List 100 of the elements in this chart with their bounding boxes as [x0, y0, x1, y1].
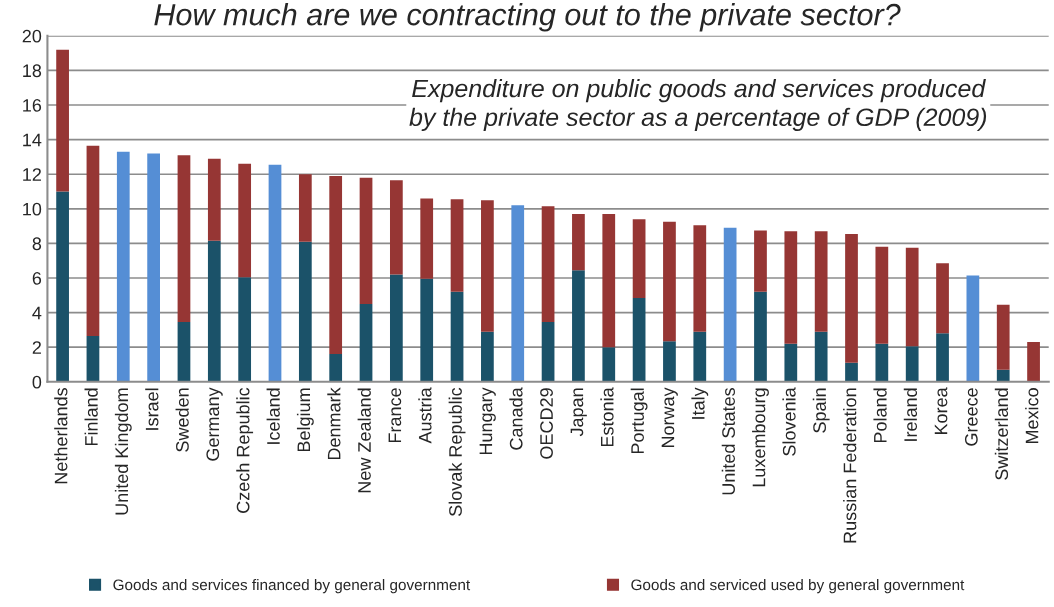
bar: [784, 343, 798, 382]
y-tick-label: 12: [23, 168, 41, 181]
x-tick-label: Ireland: [903, 388, 918, 441]
x-tick-label: Greece: [964, 388, 978, 446]
bar: [86, 145, 100, 336]
bar: [238, 277, 252, 382]
x-tick-label: Czech Republic: [236, 387, 254, 513]
bar: [723, 227, 737, 382]
bar: [663, 221, 676, 342]
bar: [238, 163, 252, 278]
bar: [390, 180, 403, 275]
bar: [693, 225, 707, 332]
bar: [936, 263, 949, 334]
bar: [207, 240, 221, 382]
bar: [390, 274, 403, 382]
bar: [814, 331, 828, 382]
bar: [420, 198, 434, 279]
bar: [511, 205, 525, 382]
y-tick-label: 2: [32, 341, 41, 354]
bar: [420, 278, 434, 382]
y-tick-label: 0: [32, 375, 42, 389]
bar: [298, 241, 312, 382]
bar: [602, 214, 616, 348]
bar: [663, 341, 676, 382]
bar: [541, 206, 555, 323]
x-tick-label: United Kingdom: [114, 388, 132, 515]
bar: [632, 297, 646, 382]
bar: [56, 49, 69, 192]
x-tick-label: Poland: [873, 388, 887, 443]
x-tick-label: Canada: [509, 387, 523, 450]
bar: [147, 153, 160, 382]
chart-title: How much are we contracting out to the private sector?: [154, 3, 901, 32]
bar: [996, 304, 1010, 370]
x-tick-label: Norway: [661, 387, 678, 448]
y-tick-label: 20: [22, 29, 42, 43]
bar: [541, 322, 555, 382]
x-tick-label: Japan: [570, 388, 587, 437]
x-tick-label: Portugal: [630, 388, 648, 454]
bar: [450, 199, 464, 292]
bar: [572, 270, 585, 382]
x-tick-label: Slovenia: [782, 387, 796, 456]
y-tick-label: 6: [32, 271, 42, 285]
x-tick-label: Russian Federation: [843, 388, 857, 543]
bar: [298, 174, 312, 242]
bar: [177, 322, 191, 382]
bar: [905, 247, 919, 347]
bar: [481, 331, 494, 382]
x-tick-label: Switzerland: [994, 388, 1009, 480]
bar: [754, 291, 767, 382]
x-tick-label: Iceland: [266, 388, 280, 444]
bar: [359, 303, 373, 382]
bar: [875, 246, 889, 344]
bar: [845, 233, 858, 363]
bar: [784, 231, 798, 344]
bar: [693, 331, 707, 382]
annotation: Expenditure on public goods and services produced by the private sector as a percentage of GDP (2009): [409, 78, 987, 132]
x-tick-label: Denmark: [327, 387, 341, 460]
x-tick-label: Korea: [934, 387, 948, 435]
x-tick-label: Slovak Republic: [448, 387, 466, 516]
bar: [268, 164, 282, 382]
bar: [936, 333, 949, 382]
bar: [632, 219, 646, 298]
bar: [329, 354, 343, 382]
y-tick-label: 14: [23, 133, 42, 147]
x-tick-label: Mexico: [1025, 388, 1039, 444]
bar: [845, 362, 858, 382]
bar: [966, 275, 980, 382]
bar: [905, 346, 919, 382]
bar: [1027, 342, 1040, 382]
bar: [875, 343, 889, 382]
legend-label: Goods and serviced used by general government: [631, 579, 965, 594]
x-tick-label: Israel: [145, 388, 159, 430]
x-tick-label: New Zealand: [357, 388, 371, 493]
bar: [329, 175, 343, 355]
bar: [56, 191, 69, 382]
x-tick-label: OECD29: [540, 388, 553, 459]
y-tick-label: 16: [23, 98, 42, 112]
bar: [481, 200, 494, 332]
y-tick-label: 4: [32, 306, 42, 320]
y-tick-label: 10: [23, 202, 42, 216]
bar: [572, 214, 585, 271]
x-tick-label: Hungary: [479, 387, 496, 455]
x-tick-label: Estonia: [600, 387, 614, 447]
x-tick-label: United States: [721, 388, 735, 495]
bar: [996, 369, 1010, 382]
bar: [86, 335, 100, 382]
x-tick-label: Italy: [691, 387, 709, 419]
y-tick-label: 18: [23, 64, 42, 78]
y-tick-label: 8: [32, 237, 42, 251]
x-tick-label: France: [388, 388, 402, 443]
x-tick-label: Spain: [812, 388, 830, 433]
x-tick-label: Sweden: [175, 388, 189, 452]
x-tick-label: Luxembourg: [752, 388, 769, 487]
bar: [450, 291, 464, 382]
x-tick-label: Finland: [84, 388, 98, 446]
bar: [754, 230, 767, 292]
bar: [814, 231, 828, 332]
x-tick-label: Germany: [206, 387, 223, 461]
bar: [177, 155, 191, 323]
bar: [116, 151, 130, 382]
